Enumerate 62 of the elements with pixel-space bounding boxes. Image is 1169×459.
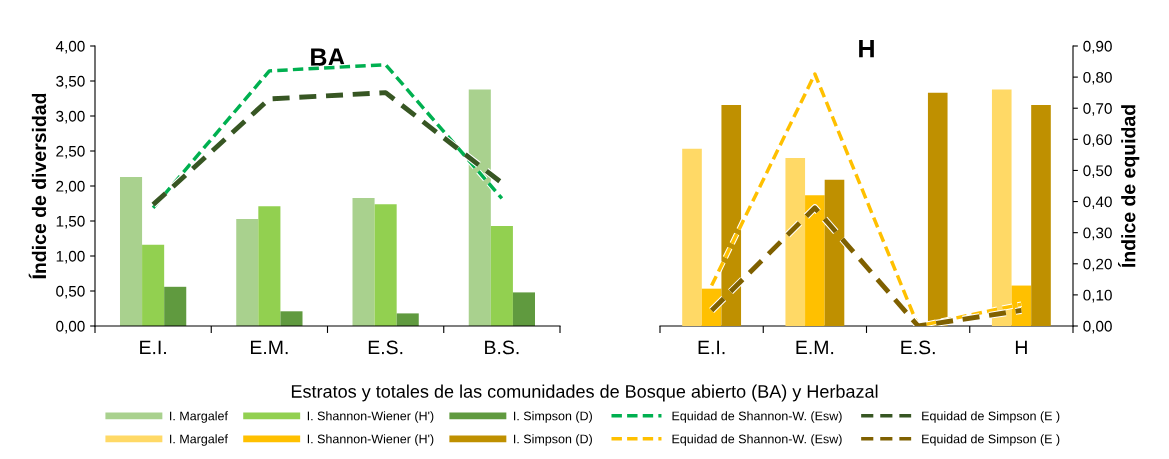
chart-title: H [859, 40, 874, 58]
bar [490, 225, 513, 326]
y-tick-label: 0,00 [56, 320, 85, 334]
bar [468, 89, 491, 326]
y-tick-label: 3,50 [56, 75, 85, 89]
bar [824, 179, 845, 326]
x-tick-label: B.S. [485, 340, 519, 355]
bar [512, 292, 536, 326]
bar [785, 158, 806, 326]
bar [119, 176, 143, 326]
y2-tick-label: 0,00 [1083, 320, 1112, 334]
y2-tick-label: 0,60 [1083, 134, 1112, 147]
x-tick-label: E.S. [368, 340, 403, 355]
legend-label: I. Margalef [170, 434, 228, 446]
bar [721, 105, 742, 326]
y2-tick-label: 0,30 [1083, 227, 1112, 241]
bar [352, 197, 375, 326]
y-tick-label: 4,00 [55, 40, 85, 54]
bar [396, 313, 419, 326]
legend-label: I. Shannon-Wiener (H') [307, 411, 434, 423]
chart-title: BA [311, 48, 345, 66]
legend-label: Equidad de Shannon-W. (Esw) [672, 411, 842, 423]
y2-tick-label: 0,40 [1083, 196, 1112, 210]
bar [805, 195, 825, 326]
y2-tick-label: 0,50 [1083, 165, 1112, 178]
legend-label: Equidad de Simpson (E ) [922, 411, 1060, 423]
y-tick-label: 2,00 [56, 180, 85, 194]
legend-label: I. Margalef [170, 411, 228, 423]
y2-tick-label: 0,90 [1083, 40, 1112, 54]
bar [991, 89, 1012, 326]
legend-label: I. Simpson (D) [514, 411, 592, 423]
x-tick-label: E.S. [901, 340, 935, 355]
x-tick-label: E.M. [796, 340, 834, 355]
x-tick-label: E.I. [698, 340, 725, 355]
y-tick-label: 1,50 [56, 215, 85, 229]
x-tick-label: H [1015, 340, 1027, 355]
bar [164, 286, 187, 326]
y2-axis-title: Índice de equidad [1118, 105, 1140, 268]
legend-label: I. Simpson (D) [514, 434, 592, 446]
y2-tick-label: 0,10 [1083, 289, 1112, 303]
x-tick-label: E.I. [140, 340, 166, 355]
legend-label: Equidad de Shannon-W. (Esw) [672, 434, 842, 446]
bar [258, 206, 281, 326]
bar [682, 148, 702, 326]
bar [236, 218, 259, 326]
legend-label: I. Shannon-Wiener (H') [307, 434, 434, 446]
bar [1031, 105, 1051, 326]
y-axis-title: Índice de diversidad [28, 93, 47, 279]
y-tick-label: 0,50 [56, 285, 85, 299]
bar [374, 204, 397, 326]
y2-tick-label: 0,20 [1083, 258, 1112, 272]
y-tick-label: 2,50 [56, 145, 85, 159]
x-tick-label: E.M. [250, 340, 288, 355]
bar [280, 311, 303, 326]
bar [142, 244, 165, 326]
x-axis-title: Estratos y totales de las comunidades de Bosque abierto (BA) y Herbazal [291, 384, 878, 402]
bar [927, 92, 948, 326]
legend-label: Equidad de Simpson (E ) [922, 434, 1060, 446]
y-tick-label: 3,00 [56, 110, 85, 124]
y2-tick-label: 0,80 [1083, 71, 1112, 85]
y2-tick-label: 0,70 [1083, 103, 1112, 116]
y-tick-label: 1,00 [56, 250, 85, 264]
